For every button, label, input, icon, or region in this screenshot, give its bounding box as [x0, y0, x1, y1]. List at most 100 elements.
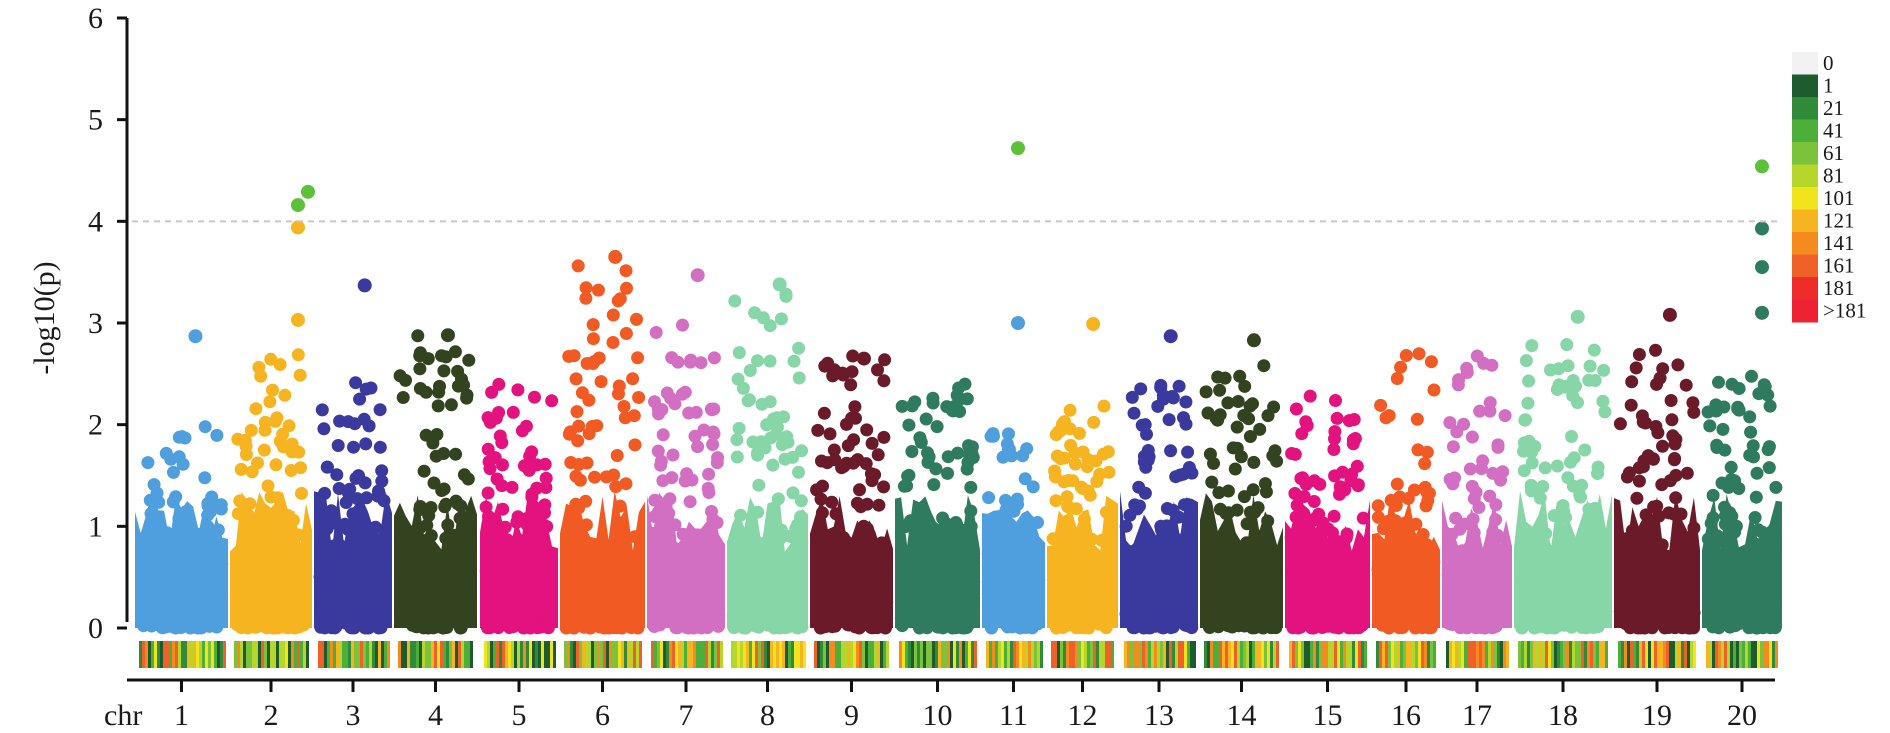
density-cell	[1331, 641, 1334, 668]
snp-point	[375, 474, 389, 488]
snp-point	[1144, 591, 1158, 605]
snp-point	[1539, 543, 1553, 557]
snp-point	[1390, 477, 1404, 491]
snp-point	[1516, 602, 1529, 616]
snp-point	[1558, 589, 1572, 603]
density-cell	[1424, 641, 1427, 668]
snp-point	[927, 563, 941, 576]
snp-point	[1632, 474, 1646, 488]
snp-point	[1424, 601, 1438, 615]
snp-point	[683, 495, 697, 509]
snp-point	[1547, 509, 1561, 523]
density-cell	[1587, 641, 1590, 668]
density-cell	[1193, 641, 1196, 668]
density-cell	[708, 641, 711, 668]
snp-point	[1684, 598, 1698, 612]
snp-point	[941, 450, 955, 464]
density-cell	[270, 641, 273, 668]
snp-point	[415, 562, 428, 576]
density-cell	[258, 641, 261, 668]
snp-point	[1029, 574, 1042, 588]
snp-point	[844, 586, 858, 600]
snp-point	[1748, 545, 1762, 558]
snp-point	[431, 399, 445, 413]
density-cell	[339, 641, 342, 668]
snp-point	[438, 500, 452, 514]
y-axis-title: -log10(p)	[28, 261, 61, 374]
snp-point	[1296, 518, 1310, 531]
legend-swatch	[1792, 74, 1818, 98]
density-cell	[1467, 641, 1470, 668]
snp-point	[1005, 497, 1019, 511]
snp-point	[827, 443, 841, 457]
snp-point	[1019, 603, 1033, 617]
snp-point	[198, 420, 212, 434]
snp-point	[921, 574, 935, 588]
snp-point	[649, 326, 663, 339]
chromosome-11-points	[981, 427, 1046, 635]
snp-point	[792, 341, 806, 355]
snp-point	[728, 294, 742, 308]
snp-point	[1452, 590, 1466, 604]
snp-point	[676, 527, 690, 541]
top-hit-point	[1755, 305, 1769, 320]
snp-point	[1463, 590, 1477, 604]
density-cell	[169, 641, 172, 668]
snp-point	[1253, 422, 1267, 436]
snp-point	[770, 420, 784, 434]
snp-point	[1290, 498, 1304, 512]
snp-point	[665, 471, 679, 485]
snp-point	[1215, 547, 1229, 560]
density-cell	[615, 641, 618, 668]
snp-point	[647, 554, 661, 568]
legend-swatch	[1792, 209, 1818, 233]
snp-point	[214, 498, 228, 512]
density-cell	[755, 641, 758, 668]
snp-point	[791, 546, 804, 560]
snp-point	[1371, 510, 1385, 524]
density-cell	[570, 641, 573, 668]
density-cell	[877, 641, 880, 668]
snp-point	[827, 363, 841, 377]
density-cell	[1596, 641, 1599, 668]
density-cell	[880, 641, 883, 668]
snp-point	[814, 586, 828, 600]
snp-point	[444, 398, 458, 412]
snp-point	[1379, 411, 1393, 425]
snp-point	[357, 412, 371, 426]
density-cell	[865, 641, 868, 668]
snp-point	[1686, 396, 1700, 410]
snp-point	[1046, 532, 1060, 546]
snp-point	[1687, 521, 1701, 535]
snp-point	[1475, 462, 1488, 476]
legend-label: 81	[1823, 164, 1844, 188]
snp-point	[738, 537, 752, 551]
snp-point	[653, 592, 667, 606]
snp-point	[1339, 531, 1353, 545]
snp-point	[441, 518, 455, 532]
snp-point	[435, 484, 449, 497]
snp-point	[1475, 620, 1489, 634]
snp-point	[1411, 443, 1425, 457]
snp-point	[378, 587, 391, 601]
density-cell	[938, 641, 941, 668]
density-cell	[591, 641, 594, 668]
snp-point	[1164, 444, 1178, 458]
snp-point	[1575, 538, 1589, 552]
snp-point	[743, 393, 756, 407]
snp-point	[619, 327, 633, 340]
snp-point	[931, 575, 945, 589]
density-cell	[348, 641, 351, 668]
density-cell	[1473, 641, 1476, 668]
snp-point	[1490, 528, 1504, 542]
density-cell	[1415, 641, 1418, 668]
snp-point	[429, 449, 443, 463]
snp-point	[787, 354, 801, 368]
snp-point	[266, 383, 279, 397]
density-cell	[1273, 641, 1276, 668]
snp-point	[628, 530, 642, 544]
snp-point	[1240, 517, 1254, 531]
legend-label: 0	[1823, 51, 1834, 75]
snp-point	[1304, 576, 1318, 590]
